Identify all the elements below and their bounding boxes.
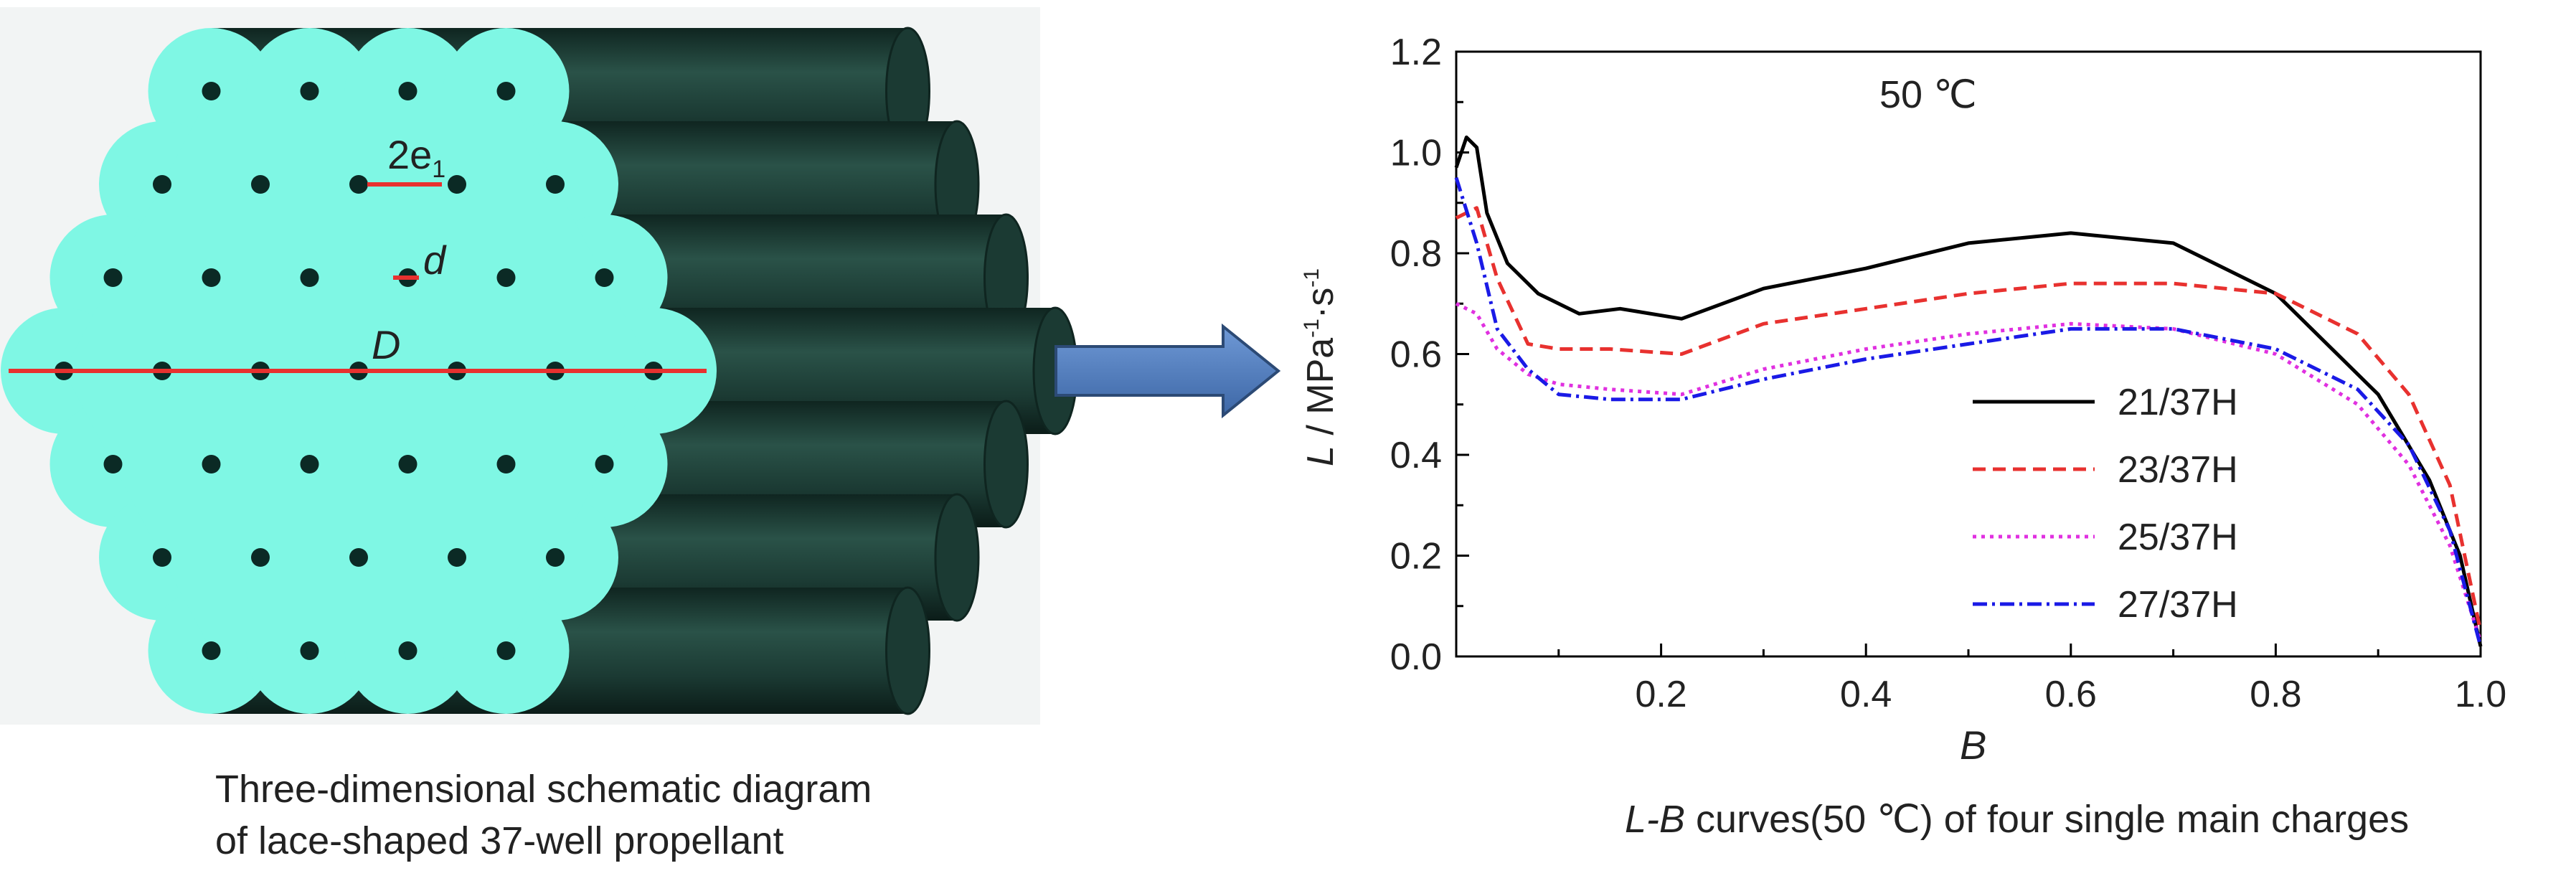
y-tick-label: 0.6	[1390, 334, 1442, 376]
cylinder-end	[885, 586, 930, 715]
pore-hole	[202, 455, 221, 474]
pore-hole	[251, 548, 270, 567]
pore-hole	[496, 641, 516, 660]
pore-hole	[595, 268, 614, 287]
legend-label: 27/37H	[2118, 584, 2238, 626]
pore-hole	[398, 82, 417, 100]
pore-hole	[153, 175, 171, 194]
temperature-annotation: 50 ℃	[1879, 73, 1977, 116]
y-tick-label: 0.0	[1390, 636, 1442, 678]
x-tick-label: 1.0	[2455, 674, 2506, 715]
y-tick-labels: 0.0 0.2 0.4 0.6 0.8 1.0 1.2	[1390, 32, 1442, 678]
pore-hole	[153, 548, 171, 567]
series-line-1	[1455, 206, 2483, 632]
pore-hole	[448, 175, 466, 194]
pore-hole	[595, 455, 614, 474]
label-d: d	[423, 237, 447, 283]
x-tick-label: 0.2	[1635, 674, 1686, 715]
schematic-caption-line2: of lace-shaped 37-well propellant	[215, 819, 784, 862]
label-D: D	[372, 322, 400, 367]
y-axis-label: L / MPa-1·s-1	[1300, 268, 1341, 466]
pore-hole	[496, 268, 516, 287]
y-tick-label: 0.8	[1390, 233, 1442, 275]
legend-label: 23/37H	[2118, 449, 2238, 491]
pore-hole	[300, 641, 319, 660]
y-tick-label: 0.4	[1390, 435, 1442, 476]
pore-hole	[398, 455, 417, 474]
pore-hole	[300, 268, 319, 287]
plot-area-frame	[1455, 50, 2482, 658]
chart-caption: L-B curves(50 ℃) of four single main cha…	[1625, 798, 2409, 841]
cylinder-end	[934, 493, 980, 622]
pore-hole	[103, 455, 123, 474]
pore-hole	[300, 82, 319, 100]
series-line-2	[1455, 301, 2483, 642]
data-series	[1454, 135, 2483, 647]
pore-hole	[349, 175, 368, 194]
transition-arrow	[1055, 323, 1281, 419]
pore-hole	[448, 548, 466, 567]
y-tick-label: 1.2	[1390, 32, 1442, 73]
x-axis-label: B	[1960, 722, 1986, 768]
pore-hole	[202, 268, 221, 287]
pore-hole	[300, 455, 319, 474]
pore-hole	[349, 548, 368, 567]
pore-hole	[546, 548, 565, 567]
lb-curves-chart: 0.2 0.4 0.6 0.8 1.0 0.0 0.2 0.4 0.6 0.8 1.0 1.2 50…	[1300, 32, 2506, 841]
y-tick-label: 0.2	[1390, 536, 1442, 578]
x-tick-label: 0.8	[2250, 674, 2301, 715]
series-line-3	[1454, 176, 2483, 647]
chart-legend: 21/37H 23/37H 25/37H 27/37H	[1973, 382, 2238, 626]
schematic-caption-line1: Three-dimensional schematic diagram	[215, 768, 872, 811]
pore-hole	[496, 455, 516, 474]
pore-hole	[496, 82, 516, 100]
pore-hole	[202, 641, 221, 660]
label-2e1: 2e1	[387, 132, 445, 183]
cylinder-end	[983, 400, 1029, 529]
pore-hole	[546, 175, 565, 194]
x-tick-label: 0.6	[2045, 674, 2097, 715]
pore-hole	[202, 82, 221, 100]
series-line-0	[1454, 135, 2483, 647]
x-tick-labels: 0.2 0.4 0.6 0.8 1.0	[1635, 674, 2506, 715]
legend-label: 25/37H	[2118, 517, 2238, 558]
x-tick-label: 0.4	[1840, 674, 1892, 715]
pore-hole	[251, 175, 270, 194]
pore-hole	[398, 641, 417, 660]
propellant-schematic: 2e1 d D Three-dimensional schematic diag…	[0, 7, 1078, 862]
pore-hole	[103, 268, 123, 287]
y-tick-label: 1.0	[1390, 133, 1442, 174]
legend-label: 21/37H	[2118, 382, 2238, 423]
